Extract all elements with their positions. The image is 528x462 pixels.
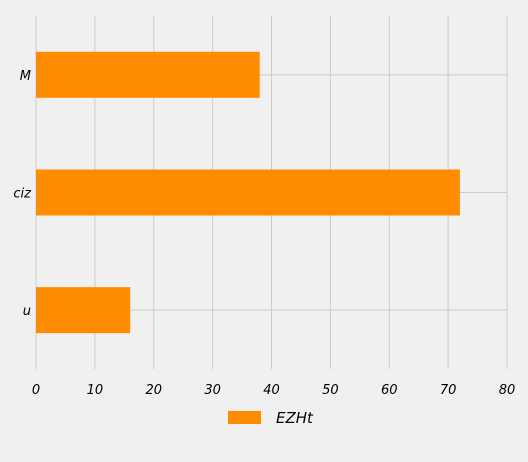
legend-label-series-0: EZHt xyxy=(276,409,314,427)
x-axis-tick-labels: 0 10 20 30 40 50 60 70 80 xyxy=(32,383,515,398)
x-tick-label-2: 20 xyxy=(145,383,162,398)
y-tick-label-2: u xyxy=(23,304,31,319)
x-tick-label-4: 40 xyxy=(263,383,280,398)
bar-u xyxy=(36,287,131,334)
x-tick-label-7: 70 xyxy=(440,383,457,398)
x-tick-label-6: 60 xyxy=(381,383,398,398)
y-tick-label-0: M xyxy=(20,69,31,84)
legend-swatch xyxy=(228,411,261,424)
legend: EZHt xyxy=(228,409,314,427)
bars xyxy=(36,51,460,334)
x-tick-label-5: 50 xyxy=(322,383,339,398)
x-tick-label-0: 0 xyxy=(32,383,40,398)
bar-ciz xyxy=(36,169,460,216)
y-tick-label-1: ciz xyxy=(13,187,32,202)
bar-M xyxy=(36,51,260,98)
x-tick-label-1: 10 xyxy=(87,383,104,398)
x-tick-label-3: 30 xyxy=(204,383,221,398)
x-tick-label-8: 80 xyxy=(499,383,516,398)
